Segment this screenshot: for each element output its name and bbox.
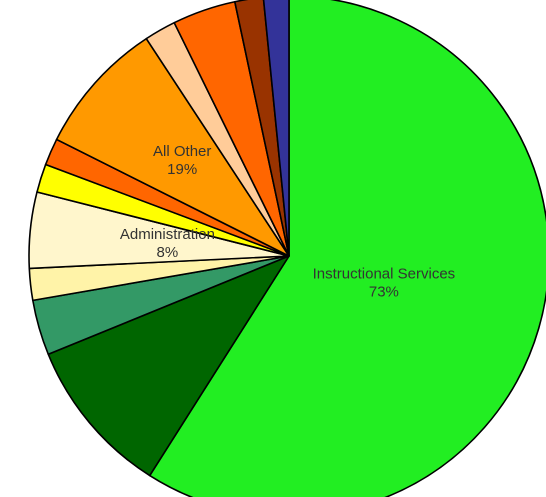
slice-label-name: Administration (120, 226, 215, 243)
slice-label-percent: 8% (157, 244, 179, 261)
pie-slice-instructional-services (148, 0, 546, 497)
pie-slice-segment-10 (233, 0, 290, 257)
slice-label-percent: 19% (167, 161, 197, 178)
slice-label-name: Instructional Services (313, 266, 456, 283)
pie-slice-segment-11 (262, 0, 290, 257)
slice-label-percent: 73% (369, 284, 399, 301)
pie-slices (28, 0, 546, 497)
slice-label-name: All Other (153, 143, 211, 160)
pie-slice-segment-1 (47, 255, 290, 477)
pie-slice-all-other (55, 37, 290, 257)
